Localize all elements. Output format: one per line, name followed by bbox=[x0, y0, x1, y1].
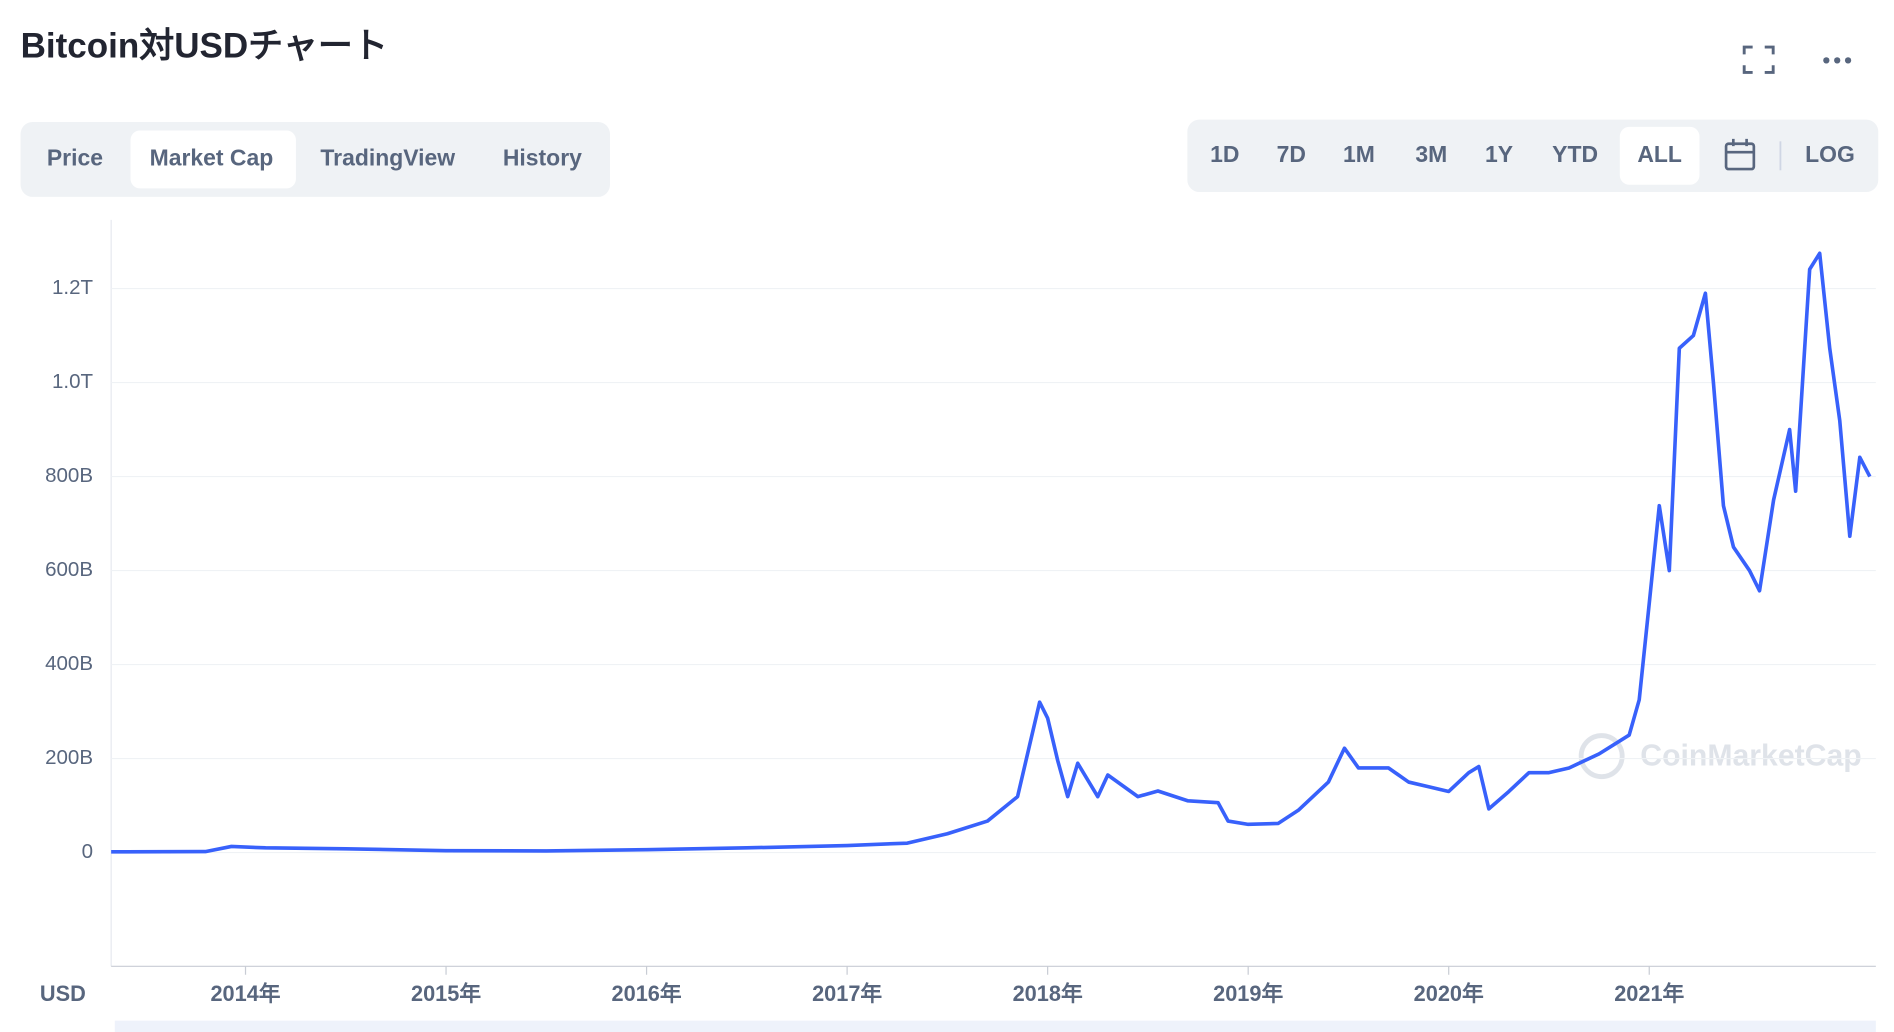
tab[interactable]: TradingView bbox=[320, 145, 455, 171]
y-tick-label: 200B bbox=[45, 746, 93, 769]
range-button[interactable]: 1M bbox=[1343, 141, 1375, 167]
y-tick-label: 1.0T bbox=[52, 370, 94, 393]
range-button[interactable]: YTD bbox=[1552, 141, 1598, 167]
tab[interactable]: History bbox=[503, 145, 582, 171]
chart-title: Bitcoin対USDチャート bbox=[21, 27, 388, 66]
x-tick-label: 2016年 bbox=[612, 981, 682, 1006]
tab[interactable]: Market Cap bbox=[150, 145, 274, 171]
active-range-bg bbox=[1619, 126, 1700, 185]
watermark-text: CoinMarketCap bbox=[1640, 739, 1861, 772]
x-tick-label: 2017年 bbox=[812, 981, 882, 1006]
fullscreen-icon[interactable] bbox=[1742, 45, 1775, 74]
range-button[interactable]: 1D bbox=[1210, 141, 1239, 167]
range-button[interactable]: 1Y bbox=[1485, 141, 1513, 167]
calendar-icon[interactable] bbox=[1724, 138, 1756, 171]
log-toggle[interactable]: LOG bbox=[1805, 141, 1855, 167]
range-group bbox=[1187, 119, 1879, 193]
x-tick-label: 2019年 bbox=[1213, 981, 1283, 1006]
y-tick-label: 800B bbox=[45, 464, 93, 487]
x-tick-label: 2020年 bbox=[1414, 981, 1484, 1006]
x-tick-label: 2015年 bbox=[411, 981, 481, 1006]
x-tick-label: 2014年 bbox=[210, 981, 280, 1006]
navigator bbox=[114, 1020, 1876, 1032]
y-tick-label: 1.2T bbox=[52, 276, 94, 299]
tab[interactable]: Price bbox=[47, 145, 103, 171]
watermark: CoinMarketCap bbox=[1578, 733, 1862, 780]
y-tick-label: 600B bbox=[45, 558, 93, 581]
x-tick-label: 2021年 bbox=[1614, 981, 1684, 1006]
range-button[interactable]: ALL bbox=[1637, 141, 1682, 167]
range-button[interactable]: 3M bbox=[1415, 141, 1447, 167]
active-tab-bg bbox=[130, 130, 296, 189]
y-tick-label: 400B bbox=[45, 652, 93, 675]
currency-label: USD bbox=[40, 981, 86, 1006]
y-tick-label: 0 bbox=[82, 840, 93, 863]
more-icon[interactable] bbox=[1823, 57, 1852, 64]
range-button[interactable]: 7D bbox=[1277, 141, 1306, 167]
x-tick-label: 2018年 bbox=[1013, 981, 1083, 1006]
price-line bbox=[111, 251, 1872, 854]
